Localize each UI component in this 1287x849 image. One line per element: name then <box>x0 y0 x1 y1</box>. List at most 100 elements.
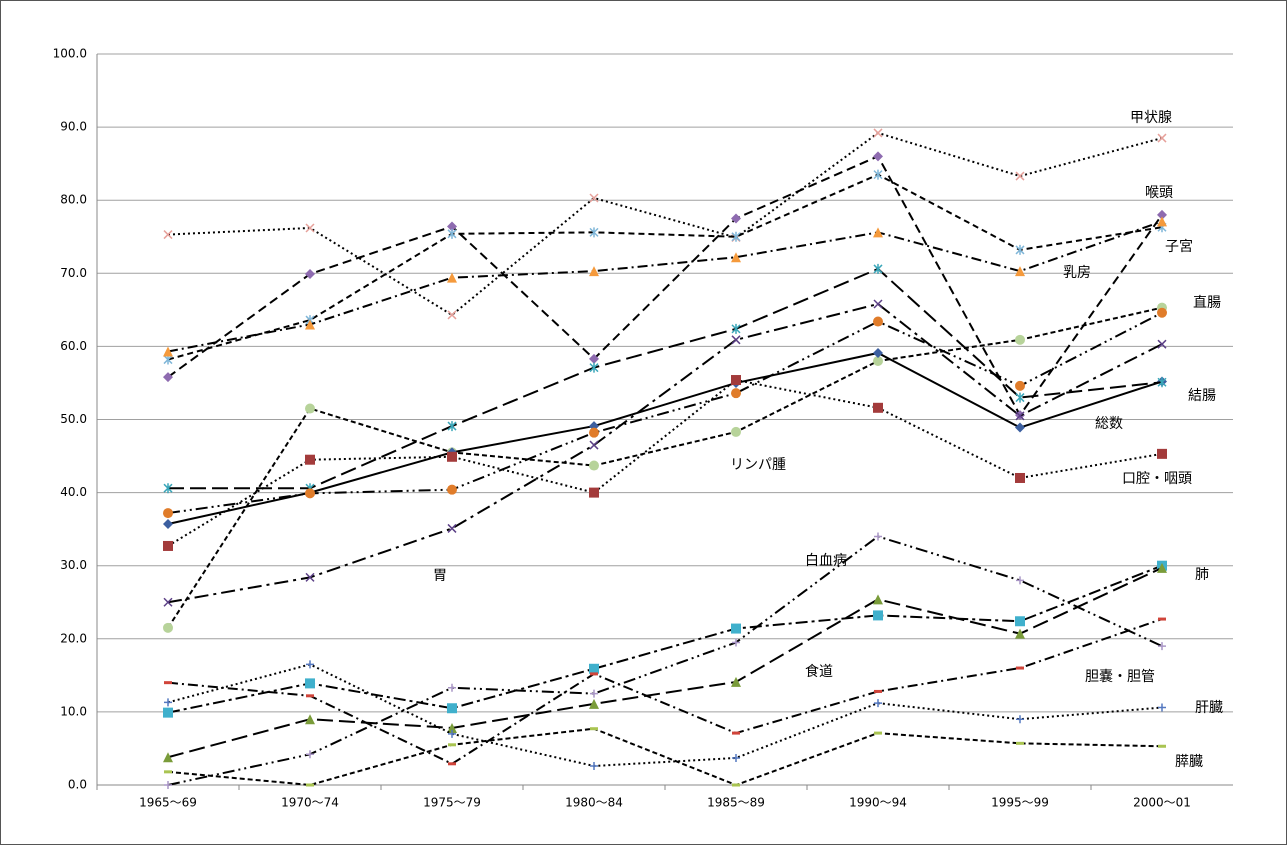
series-label: 肺 <box>1195 567 1209 583</box>
series: 胃 <box>163 299 1167 607</box>
series-label: 胆嚢・胆管 <box>1085 669 1155 685</box>
marker <box>1157 339 1167 349</box>
series-line <box>167 535 1163 786</box>
series-line <box>167 311 1163 515</box>
x-tick-label: 1990〜94 <box>849 796 907 810</box>
marker <box>306 750 314 759</box>
marker <box>447 272 457 283</box>
marker <box>1015 266 1025 277</box>
marker <box>731 426 741 437</box>
series-label: 食道 <box>805 663 833 680</box>
marker <box>163 508 173 519</box>
x-tick-label: 1975〜79 <box>423 796 481 810</box>
marker <box>589 460 599 471</box>
marker <box>305 403 315 414</box>
marker <box>589 227 599 238</box>
series: 口腔・咽頭 <box>163 375 1192 551</box>
marker <box>731 375 741 386</box>
marker <box>1015 171 1025 181</box>
series-line <box>167 378 1163 547</box>
series-label: 直腸 <box>1193 294 1221 311</box>
series-label: 総数 <box>1095 416 1123 432</box>
y-tick-label: 90.0 <box>60 120 87 134</box>
y-tick-label: 30.0 <box>60 558 87 572</box>
series-line <box>167 618 1163 765</box>
marker <box>589 193 599 203</box>
marker <box>589 698 599 709</box>
marker <box>1015 334 1025 345</box>
marker <box>590 689 598 698</box>
marker <box>448 729 456 738</box>
marker <box>305 488 315 499</box>
marker <box>873 610 883 621</box>
marker <box>163 597 173 607</box>
marker <box>873 356 883 367</box>
series: 肺 <box>163 560 1209 718</box>
series: 乳房 <box>163 216 1167 357</box>
marker <box>163 372 173 383</box>
series-label: 口腔・咽頭 <box>1122 471 1192 487</box>
marker <box>589 266 599 277</box>
y-tick-label: 100.0 <box>53 47 87 61</box>
series-line <box>167 302 1163 604</box>
marker <box>447 228 457 239</box>
marker <box>1157 562 1167 573</box>
series-line <box>167 351 1163 526</box>
marker <box>163 519 173 530</box>
series-line <box>167 566 1163 759</box>
marker <box>731 623 741 634</box>
series-label: 胃 <box>433 568 447 584</box>
series: 胆嚢・胆管 <box>164 617 1166 766</box>
marker <box>164 781 172 789</box>
marker <box>1015 472 1025 483</box>
marker <box>163 540 173 551</box>
marker <box>1157 216 1167 227</box>
marker <box>163 622 173 633</box>
marker <box>447 523 457 533</box>
marker <box>1158 642 1166 651</box>
marker <box>1015 628 1025 639</box>
marker <box>448 683 456 692</box>
x-tick-label: 1970〜74 <box>281 796 339 810</box>
series: 白血病 <box>164 532 1166 789</box>
series: 膵臓 <box>164 727 1203 787</box>
marker <box>306 660 314 669</box>
series-line <box>167 564 1163 714</box>
series-label: 乳房 <box>1063 265 1091 281</box>
marker <box>305 678 315 689</box>
marker <box>1016 576 1024 585</box>
marker <box>589 353 599 364</box>
marker <box>873 227 883 238</box>
marker <box>447 421 457 432</box>
series-label: 喉頭 <box>1145 185 1173 201</box>
marker <box>731 335 741 345</box>
marker <box>447 484 457 495</box>
marker <box>1158 703 1166 712</box>
marker <box>590 761 598 770</box>
series-line <box>167 155 1163 417</box>
marker <box>873 316 883 327</box>
marker <box>873 263 883 274</box>
x-tick-label: 1985〜89 <box>707 796 765 810</box>
series: 食道 <box>163 562 1167 763</box>
series: 喉頭 <box>163 151 1173 421</box>
marker <box>731 323 741 334</box>
series-line <box>167 220 1163 353</box>
marker <box>873 128 883 138</box>
y-tick-label: 0.0 <box>68 778 87 792</box>
series-label: 膵臓 <box>1175 754 1203 770</box>
series-line <box>167 173 1163 361</box>
marker <box>447 451 457 462</box>
marker <box>589 362 599 373</box>
y-tick-label: 80.0 <box>60 193 87 207</box>
series-label: 甲状腺 <box>1130 110 1172 126</box>
marker <box>1015 380 1025 391</box>
marker <box>305 714 315 725</box>
marker <box>164 698 172 707</box>
marker <box>1157 377 1167 388</box>
marker <box>731 252 741 263</box>
marker <box>305 454 315 465</box>
marker <box>589 440 599 450</box>
marker <box>731 231 741 242</box>
